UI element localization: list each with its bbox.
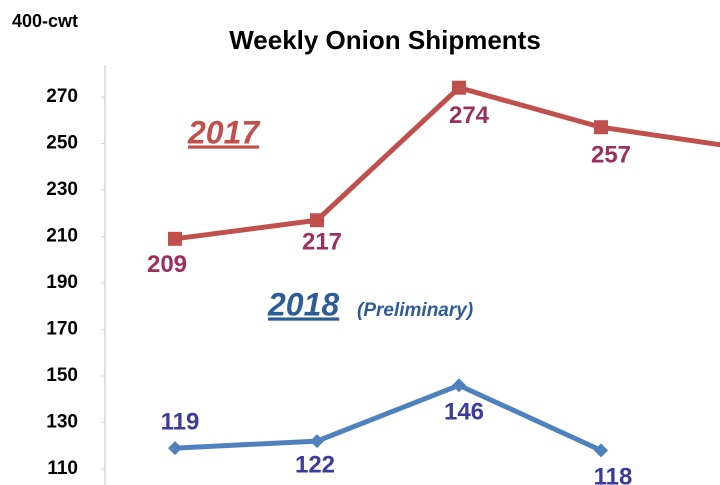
y-tick-label: 230	[46, 179, 78, 200]
y-tick-label: 250	[46, 133, 78, 154]
marker	[452, 80, 466, 95]
marker	[310, 434, 324, 449]
data-label: 146	[444, 399, 484, 426]
marker	[594, 120, 608, 135]
marker	[168, 231, 182, 246]
data-label: 119	[161, 408, 200, 435]
y-tick-label: 190	[46, 272, 78, 293]
marker	[594, 443, 608, 458]
data-label: 257	[591, 142, 631, 169]
y-tick-label: 170	[46, 319, 78, 340]
data-label: 217	[302, 229, 342, 256]
legend-2018: 2018	[267, 286, 339, 322]
y-tick-label: 130	[46, 412, 78, 433]
series-line	[174, 382, 603, 453]
y-tick-label: 270	[46, 86, 78, 107]
y-tick-label: 110	[47, 458, 78, 479]
y-tick-label: 150	[46, 365, 78, 386]
legend-2017: 2017	[187, 114, 261, 150]
data-label: 209	[147, 251, 187, 278]
data-label: 118	[594, 464, 633, 485]
series-line	[174, 84, 720, 242]
data-label: 274	[449, 102, 490, 129]
annotation: (Preliminary)	[357, 300, 473, 321]
marker	[310, 213, 324, 228]
y-tick-label: 210	[46, 226, 78, 247]
chart-title: Weekly Onion Shipments	[229, 25, 541, 55]
y-axis-label: 400-cwt	[12, 11, 78, 31]
data-label: 122	[295, 451, 335, 478]
marker	[452, 378, 466, 393]
marker	[168, 441, 182, 456]
